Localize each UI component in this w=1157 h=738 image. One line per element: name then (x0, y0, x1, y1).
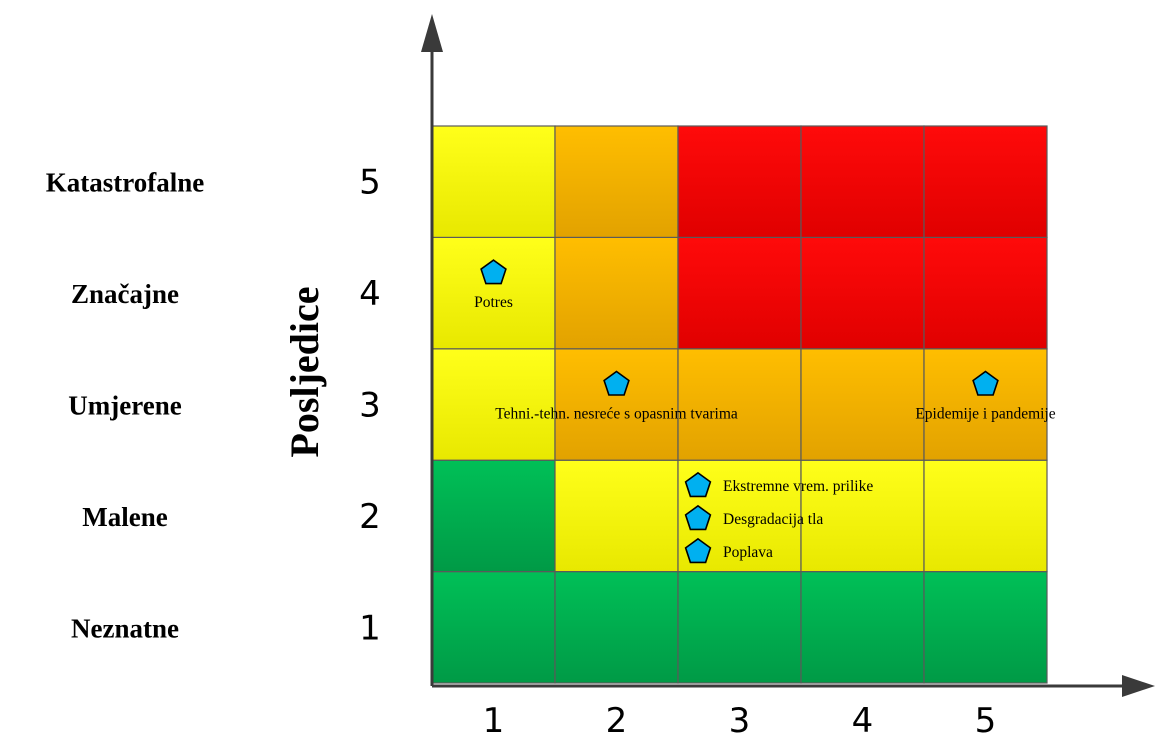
y-category-labels: Neznatne Malene Umjerene Značajne Katastrofa… (46, 168, 204, 644)
y-category-label: Malene (82, 502, 167, 532)
matrix-cell-5-2 (923, 459, 1048, 573)
y-tick-labels: 1 2 3 4 5 (359, 163, 381, 649)
x-axis-arrow (1122, 675, 1155, 697)
risk-marker-icon (684, 504, 712, 531)
x-tick-label: 5 (975, 701, 997, 738)
matrix-cell-5-1 (923, 570, 1048, 684)
matrix-cell-3-5 (677, 125, 802, 239)
risk-label: Epidemije i pandemije (915, 406, 1055, 423)
matrix-cell-2-3 (554, 348, 679, 461)
matrix-cell-5-5 (923, 125, 1048, 239)
y-category-label: Neznatne (71, 613, 179, 643)
risk-marker-icon (603, 370, 630, 396)
y-tick-label: 3 (359, 386, 381, 426)
matrix-cell-2-4 (554, 236, 679, 350)
matrix-cell-1-1 (431, 570, 556, 684)
matrix-cell-1-2 (431, 459, 556, 573)
x-tick-label: 1 (483, 701, 505, 738)
y-category-label: Umjerene (68, 391, 181, 421)
risk-label: Desgradacija tla (723, 511, 823, 528)
risk-markers: Potres Tehni.-tehn. nesreće s opasnim tva… (474, 259, 1056, 564)
y-category-label: Katastrofalne (46, 168, 204, 198)
matrix-cell-5-3 (923, 348, 1048, 461)
matrix-cell-2-1 (554, 570, 679, 684)
matrix-cell-5-4 (923, 236, 1048, 350)
x-tick-labels: 1 2 3 4 5 (483, 701, 997, 738)
x-tick-label: 3 (729, 701, 751, 738)
matrix-cell-4-1 (800, 570, 925, 684)
matrix-cell-4-4 (800, 236, 925, 350)
matrix-cell-2-2 (554, 459, 679, 573)
y-tick-label: 1 (359, 608, 381, 648)
y-axis-arrow (421, 14, 443, 52)
risk-marker-icon (972, 370, 999, 396)
x-tick-label: 2 (606, 701, 628, 738)
risk-marker-icon (480, 259, 507, 285)
matrix-cells (431, 125, 1048, 684)
matrix-cell-1-3 (431, 348, 556, 461)
matrix-cell-1-5 (431, 125, 556, 239)
risk-marker-icon (684, 471, 712, 498)
matrix-cell-3-3 (677, 348, 802, 461)
matrix-cell-3-1 (677, 570, 802, 684)
matrix-cell-4-3 (800, 348, 925, 461)
matrix-cell-3-4 (677, 236, 802, 350)
y-tick-label: 5 (359, 163, 381, 203)
risk-label: Tehni.-tehn. nesreće s opasnim tvarima (495, 406, 738, 423)
x-tick-label: 4 (852, 701, 874, 738)
matrix-cell-4-5 (800, 125, 925, 239)
y-tick-label: 4 (359, 274, 381, 314)
risk-label: Ekstremne vrem. prilike (723, 478, 873, 495)
matrix-cell-2-5 (554, 125, 679, 239)
y-category-label: Značajne (71, 279, 179, 309)
risk-marker-icon (684, 537, 712, 564)
y-axis-title: Posljedice (282, 286, 327, 457)
y-tick-label: 2 (359, 497, 381, 537)
risk-label: Poplava (723, 544, 773, 561)
matrix-cell-4-2 (800, 459, 925, 573)
matrix-cell-1-4 (431, 236, 556, 350)
risk-label: Potres (474, 294, 513, 311)
